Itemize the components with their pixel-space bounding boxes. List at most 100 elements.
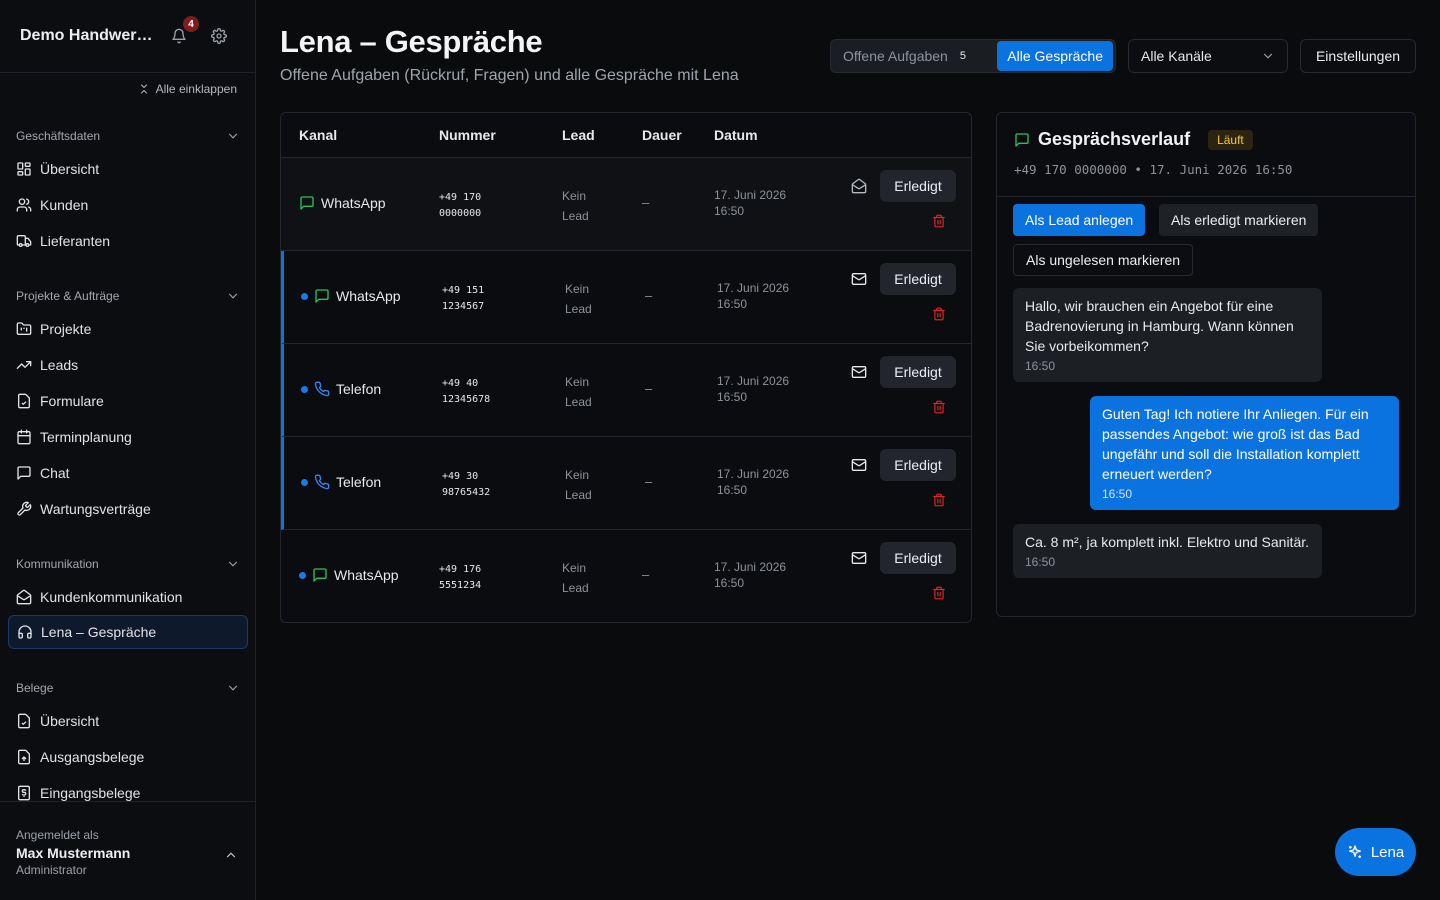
section-header[interactable]: Projekte & Aufträge xyxy=(0,286,256,306)
table-row[interactable]: WhatsApp +49 170 0000000 Kein Lead – 17.… xyxy=(281,158,971,251)
column-header-datum[interactable]: Datum xyxy=(714,127,758,143)
number-rest: 12345678 xyxy=(442,394,491,405)
lead-cell: Kein Lead xyxy=(565,372,605,412)
mail-icon xyxy=(851,366,867,378)
mark-unread-button[interactable]: Als ungelesen markieren xyxy=(1013,244,1194,276)
bell-icon[interactable] xyxy=(169,26,189,46)
number-prefix: +49 151 xyxy=(442,285,485,296)
unread-dot xyxy=(301,385,308,393)
table-row[interactable]: Telefon +49 30 98765432 Kein Lead – 17. … xyxy=(281,437,971,530)
section-header[interactable]: Kommunikation xyxy=(0,554,256,574)
sidebar-item-lieferanten[interactable]: Lieferanten xyxy=(0,223,256,259)
done-button[interactable]: Erledigt xyxy=(880,356,956,388)
column-header-kanal[interactable]: Kanal xyxy=(299,127,338,143)
lead-text-1: Kein xyxy=(565,468,590,482)
lead-cell: Kein Lead xyxy=(565,279,605,319)
column-header-lead[interactable]: Lead xyxy=(562,127,595,143)
sidebar-item-kunden[interactable]: Kunden xyxy=(0,187,256,223)
number-rest: 0000000 xyxy=(439,208,482,219)
done-button[interactable]: Erledigt xyxy=(880,170,956,202)
section-header[interactable]: Geschäftsdaten xyxy=(0,126,256,146)
sidebar-item-terminplanung[interactable]: Terminplanung xyxy=(0,419,256,455)
date-cell: 17. Juni 2026 16:50 xyxy=(714,559,814,591)
receipt-icon xyxy=(18,785,30,801)
chat-icon xyxy=(17,466,31,480)
tab-open-tasks[interactable]: Offene Aufgaben 5 xyxy=(833,41,976,71)
lead-text-2: Lead xyxy=(565,488,592,502)
channel-label: WhatsApp xyxy=(321,195,386,211)
settings-button[interactable]: Einstellungen xyxy=(1300,39,1416,73)
lena-assistant-button[interactable]: Lena xyxy=(1335,828,1416,876)
trash-icon[interactable] xyxy=(932,214,946,228)
lead-text-1: Kein xyxy=(565,375,590,389)
done-button[interactable]: Erledigt xyxy=(880,449,956,481)
message-incoming: Hallo, wir brauchen ein Angebot für eine… xyxy=(1013,288,1322,382)
section-title: Kommunikation xyxy=(16,557,99,571)
sidebar-item-ausgangsbelege[interactable]: Ausgangsbelege xyxy=(0,739,256,775)
done-button[interactable]: Erledigt xyxy=(880,263,956,295)
mail-icon xyxy=(851,459,867,471)
lead-text-2: Lead xyxy=(562,209,589,223)
date-time: 16:50 xyxy=(717,390,748,404)
trash-icon[interactable] xyxy=(932,307,946,321)
headphones-icon xyxy=(18,625,32,639)
sidebar-item-lena-gespraeche[interactable]: Lena – Gespräche xyxy=(8,615,248,649)
sidebar-item-wartungsvertraege[interactable]: Wartungsverträge xyxy=(0,491,256,527)
duration-cell: – xyxy=(642,195,650,210)
dashboard-icon xyxy=(17,162,31,176)
sidebar-item-eingangsbelege[interactable]: Eingangsbelege xyxy=(0,775,256,811)
file-check-icon xyxy=(18,393,30,409)
collapse-icon xyxy=(140,84,147,94)
number-prefix: +49 170 xyxy=(439,192,482,203)
trash-icon[interactable] xyxy=(932,493,946,507)
column-header-dauer[interactable]: Dauer xyxy=(642,127,682,143)
sidebar-item-uebersicht[interactable]: Übersicht xyxy=(0,151,256,187)
channel-select[interactable]: Alle Kanäle xyxy=(1128,39,1288,73)
create-lead-button[interactable]: Als Lead anlegen xyxy=(1013,204,1146,236)
number-prefix: +49 30 xyxy=(442,471,479,482)
page-subtitle: Offene Aufgaben (Rückruf, Fragen) und al… xyxy=(280,67,739,84)
whatsapp-chat-icon xyxy=(313,568,327,582)
trash-icon[interactable] xyxy=(932,586,946,600)
table-row[interactable]: WhatsApp +49 176 5551234 Kein Lead – 17.… xyxy=(281,530,971,622)
section-title: Belege xyxy=(16,681,54,695)
sidebar-item-projekte[interactable]: Projekte xyxy=(0,311,256,347)
sidebar-item-label: Übersicht xyxy=(40,161,100,177)
sidebar-item-label: Chat xyxy=(40,465,70,481)
view-toggle: Offene Aufgaben 5 Alle Gespräche xyxy=(830,39,1116,73)
channel-select-value: Alle Kanäle xyxy=(1141,48,1212,64)
conversation-meta: +49 170 0000000 • 17. Juni 2026 16:50 xyxy=(1014,162,1293,177)
lead-cell: Kein Lead xyxy=(562,558,602,598)
date-cell: 17. Juni 2026 16:50 xyxy=(717,466,817,498)
sidebar-item-chat[interactable]: Chat xyxy=(0,455,256,491)
number-cell: +49 176 5551234 xyxy=(439,562,509,594)
sidebar-item-belege-uebersicht[interactable]: Übersicht xyxy=(0,703,256,739)
tab-all-conversations[interactable]: Alle Gespräche xyxy=(997,41,1113,71)
app-title[interactable]: Demo Handwerker xyxy=(20,27,158,44)
trash-icon[interactable] xyxy=(932,400,946,414)
sidebar-item-formulare[interactable]: Formulare xyxy=(0,383,256,419)
mark-done-button[interactable]: Als erledigt markieren xyxy=(1159,204,1319,236)
date-day: 17. Juni 2026 xyxy=(714,560,787,574)
channel-label: Telefon xyxy=(336,474,382,490)
gear-icon[interactable] xyxy=(209,26,229,46)
sidebar-item-label: Ausgangsbelege xyxy=(40,749,145,765)
number-rest: 5551234 xyxy=(439,580,482,591)
column-header-nummer[interactable]: Nummer xyxy=(439,127,496,143)
tab-label: Alle Gespräche xyxy=(1007,48,1103,64)
channel-cell: WhatsApp xyxy=(299,195,386,211)
table-row[interactable]: WhatsApp +49 151 1234567 Kein Lead – 17.… xyxy=(281,251,971,344)
date-time: 16:50 xyxy=(714,204,745,218)
done-button[interactable]: Erledigt xyxy=(880,542,956,574)
lead-text-2: Lead xyxy=(565,395,592,409)
section-header[interactable]: Belege xyxy=(0,678,256,698)
message-time: 16:50 xyxy=(1102,487,1133,501)
sidebar-item-leads[interactable]: Leads xyxy=(0,347,256,383)
date-cell: 17. Juni 2026 16:50 xyxy=(717,280,817,312)
channel-label: WhatsApp xyxy=(336,288,401,304)
user-menu[interactable]: Angemeldet als Max Mustermann Administra… xyxy=(0,801,256,900)
sidebar-item-kundenkommunikation[interactable]: Kundenkommunikation xyxy=(0,579,256,615)
collapse-all-button[interactable]: Alle einklappen xyxy=(138,82,237,96)
message-text: Hallo, wir brauchen ein Angebot für eine… xyxy=(1025,298,1294,354)
table-row[interactable]: Telefon +49 40 12345678 Kein Lead – 17. … xyxy=(281,344,971,437)
